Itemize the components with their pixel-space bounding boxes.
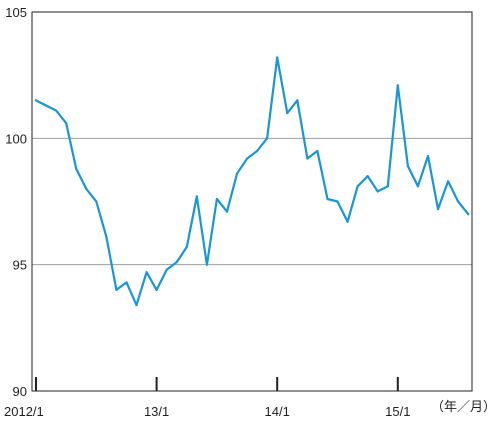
data-point [326, 197, 329, 201]
data-point [185, 245, 188, 249]
data-point [145, 271, 148, 274]
data-point [366, 175, 369, 178]
data-point [225, 210, 229, 213]
x-tick-label: 13/1 [144, 404, 169, 419]
data-point [457, 200, 460, 203]
data-point [376, 190, 379, 193]
data-point [55, 109, 58, 112]
data-point [125, 281, 128, 284]
data-point [306, 157, 309, 160]
data-point [336, 200, 339, 203]
data-point [467, 213, 470, 216]
y-axis-ticks: 90 95 100 105 [5, 5, 27, 399]
data-point [155, 288, 158, 291]
series-line [34, 56, 470, 307]
plot-frame [31, 11, 473, 392]
data-point [205, 263, 208, 266]
data-point [296, 99, 299, 102]
data-point [416, 185, 419, 188]
data-point [246, 157, 249, 160]
data-point [386, 185, 389, 188]
data-point [447, 180, 450, 183]
x-tick-label: 15/1 [385, 404, 410, 419]
data-point [215, 197, 218, 201]
data-point [95, 200, 98, 203]
data-point [65, 122, 68, 125]
data-point [426, 154, 430, 158]
unit-label: （年／月） [431, 399, 496, 414]
data-point [115, 288, 118, 291]
data-point [316, 149, 319, 153]
data-point [195, 195, 198, 198]
data-point [266, 137, 269, 140]
data-point [396, 84, 399, 87]
data-point [75, 167, 78, 170]
data-point [276, 56, 279, 59]
x-axis-ticks: 2012/1 13/1 14/1 15/1 [4, 377, 410, 419]
x-tick-label: 2012/1 [4, 404, 44, 419]
data-point [34, 99, 38, 102]
data-point [406, 165, 409, 168]
data-point [356, 185, 359, 188]
x-tick-label: 14/1 [265, 404, 290, 419]
y-tick-label: 100 [5, 131, 27, 146]
data-points [34, 56, 470, 307]
data-point [105, 235, 108, 238]
data-point [235, 172, 239, 175]
y-tick-label: 95 [13, 258, 27, 273]
data-point [165, 268, 168, 271]
gridlines [32, 137, 472, 266]
data-point [44, 104, 48, 107]
data-point [175, 261, 178, 264]
data-point [346, 220, 349, 223]
data-point [85, 187, 88, 190]
data-point [286, 112, 289, 115]
y-tick-label: 105 [5, 5, 27, 20]
data-point [436, 208, 440, 211]
y-tick-label: 90 [13, 384, 27, 399]
data-point [256, 149, 259, 153]
data-point [135, 304, 138, 307]
